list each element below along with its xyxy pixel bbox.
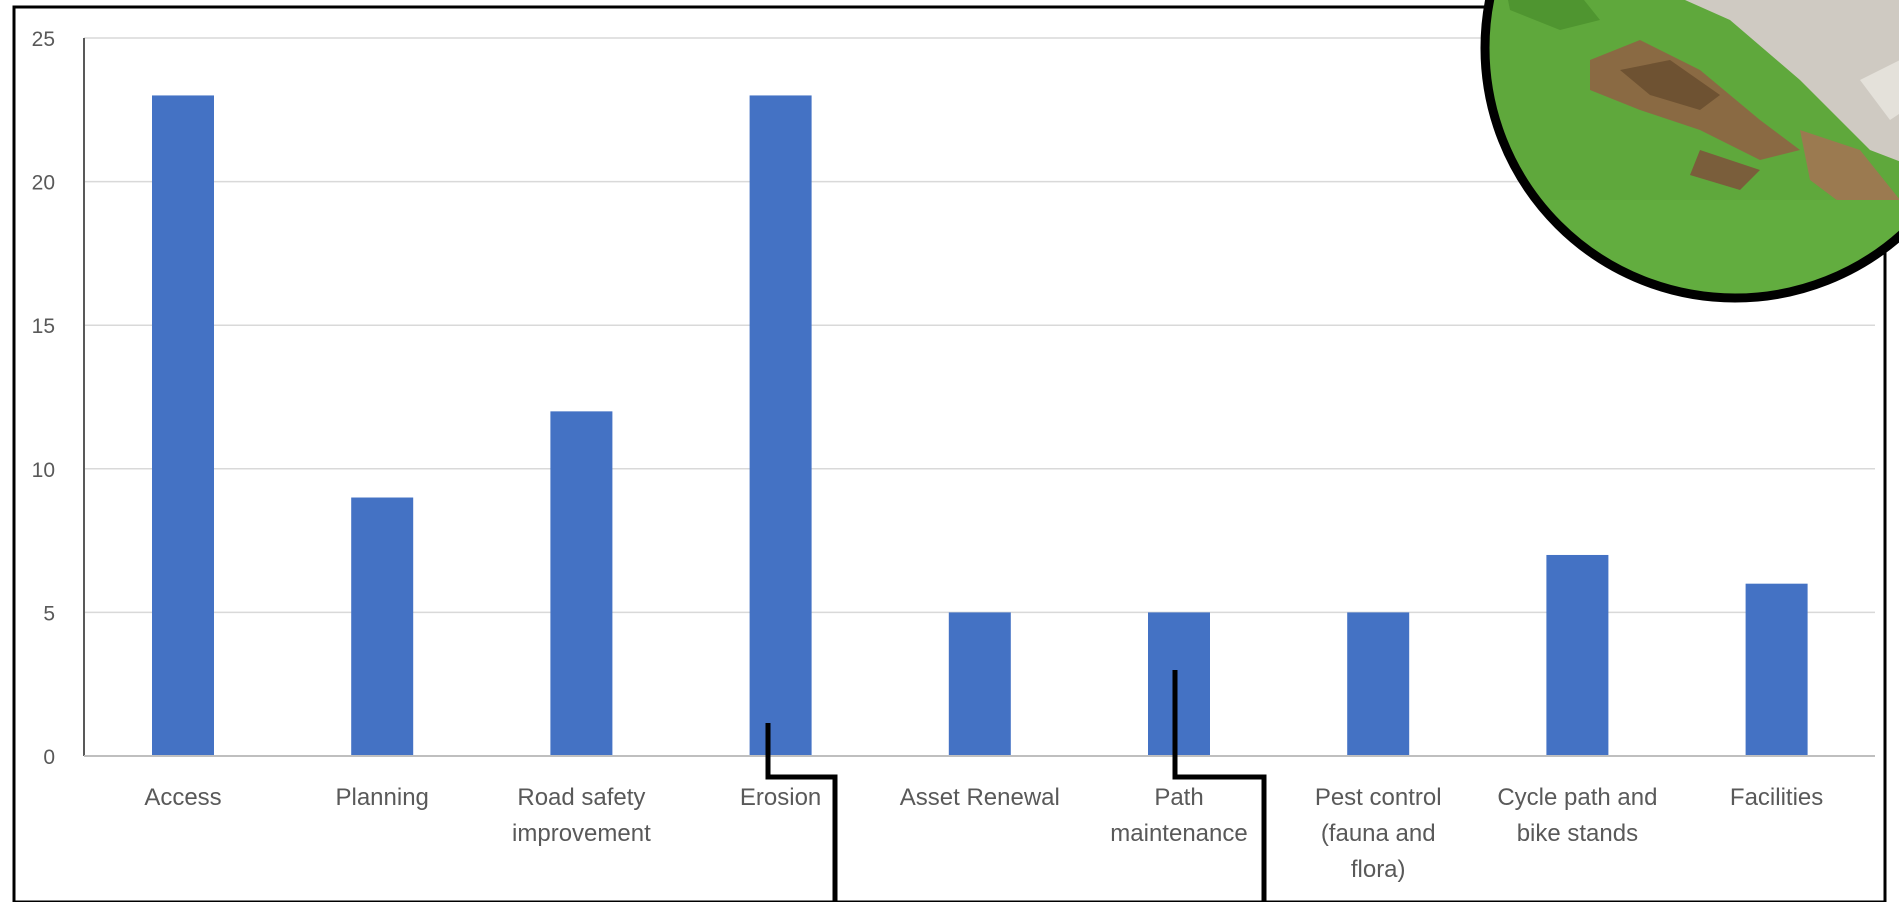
bar — [351, 497, 414, 756]
bar — [1745, 583, 1808, 756]
x-tick-label: Erosion — [740, 784, 821, 811]
bar — [1347, 612, 1410, 756]
bars — [152, 95, 1808, 756]
bar — [948, 612, 1011, 756]
y-tick-label: 25 — [32, 28, 55, 51]
bar — [550, 411, 613, 756]
x-tick-label: Cycle path and bike stands — [1497, 784, 1657, 847]
x-tick-label: Planning — [335, 784, 428, 811]
bar — [152, 95, 214, 756]
x-tick-label: Access — [144, 784, 221, 811]
path-maintenance-callout-line — [1172, 670, 1267, 902]
y-axis-ticks: 0 5 10 15 20 25 — [32, 28, 55, 769]
eroded-grass-coastline-photo — [1480, 0, 1899, 303]
y-tick-label: 20 — [32, 172, 55, 195]
x-tick-label: Pest control (fauna and flora) — [1315, 784, 1442, 883]
x-tick-label: Road safety improvement — [512, 784, 651, 847]
y-tick-label: 5 — [43, 602, 55, 625]
bar — [749, 95, 812, 756]
y-tick-label: 10 — [32, 459, 55, 482]
y-tick-label: 0 — [43, 746, 55, 769]
erosion-callout-line — [765, 723, 838, 902]
x-tick-label: Asset Renewal — [900, 784, 1060, 811]
x-axis-labels: Access Planning Road safety improvement Eros… — [144, 784, 1823, 883]
bar — [1148, 612, 1210, 756]
bar — [1546, 554, 1609, 756]
y-tick-label: 15 — [32, 315, 55, 338]
x-tick-label: Facilities — [1730, 784, 1823, 811]
x-tick-label: Path maintenance — [1110, 784, 1247, 847]
